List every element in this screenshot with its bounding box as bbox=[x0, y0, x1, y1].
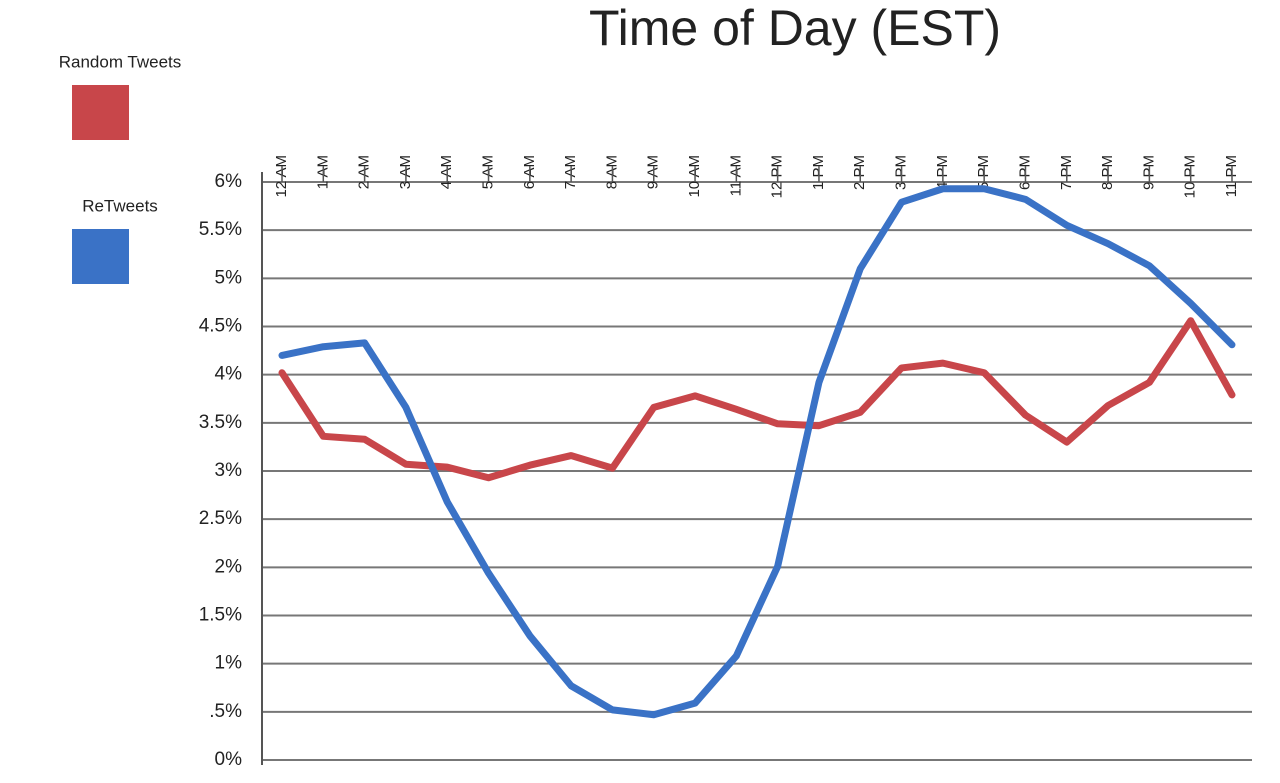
line-series bbox=[278, 185, 1236, 719]
legend-swatch bbox=[72, 229, 129, 284]
y-tick-label: 3% bbox=[215, 460, 243, 481]
legend-label: ReTweets bbox=[82, 196, 158, 215]
y-tick-label: .5% bbox=[209, 701, 242, 722]
y-tick-label: 0% bbox=[215, 749, 243, 770]
y-tick-label: 4% bbox=[215, 364, 243, 385]
y-tick-label: 1% bbox=[215, 653, 243, 674]
y-tick-label: 5.5% bbox=[199, 219, 242, 240]
line-series bbox=[278, 317, 1236, 482]
y-tick-label: 3.5% bbox=[199, 412, 242, 433]
y-tick-label: 2.5% bbox=[199, 508, 242, 529]
legend-swatch bbox=[72, 85, 129, 140]
legend-label: Random Tweets bbox=[59, 52, 182, 71]
y-tick-label: 1.5% bbox=[199, 605, 242, 626]
y-tick-label: 2% bbox=[215, 556, 243, 577]
y-tick-label: 5% bbox=[215, 267, 243, 288]
y-tick-label: 4.5% bbox=[199, 316, 242, 337]
chart-title: Time of Day (EST) bbox=[589, 0, 1001, 56]
y-tick-label: 6% bbox=[215, 171, 243, 192]
